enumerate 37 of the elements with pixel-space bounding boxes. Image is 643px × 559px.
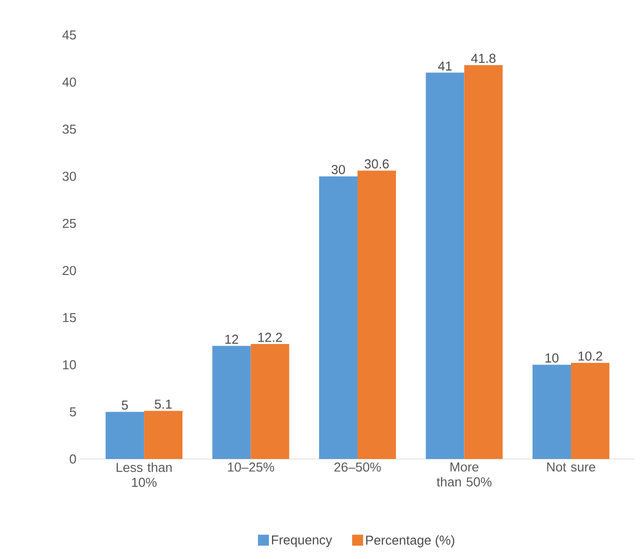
data-label: 10 (546, 353, 558, 363)
bar (532, 364, 571, 459)
bar (250, 344, 290, 459)
bar (570, 362, 610, 459)
bar (358, 170, 396, 459)
data-label: 5.1 (154, 400, 172, 409)
data-label: 12 (225, 334, 238, 344)
legend-label: Percentage (%) (366, 535, 454, 548)
x-tick-label: Less than 10% (116, 462, 172, 487)
y-tick-label: 35 (62, 124, 76, 134)
data-label: 10.2 (578, 352, 602, 361)
bar (426, 72, 464, 459)
y-tick-label: 5 (70, 407, 76, 416)
y-tick-label: 20 (62, 266, 76, 276)
legend-label: Frequency (272, 535, 332, 548)
bar (464, 65, 503, 459)
bar (144, 410, 182, 459)
data-label: 41 (438, 62, 452, 70)
x-tick-label: More than 50% (436, 462, 492, 486)
data-label: 12.2 (258, 332, 282, 342)
x-tick-label: 26–50% (334, 462, 381, 472)
data-label: 5 (122, 400, 128, 410)
data-label: 30 (332, 164, 345, 174)
data-label: 41.8 (471, 54, 496, 63)
y-tick-label: 30 (62, 172, 76, 181)
y-tick-label: 15 (63, 313, 76, 322)
bar (319, 176, 358, 459)
y-tick-label: 45 (62, 30, 76, 40)
x-tick-label: 10–25% (228, 462, 274, 472)
data-label: 30.6 (364, 159, 389, 168)
x-tick-label: Not sure (547, 462, 596, 472)
bar (106, 412, 144, 459)
bar (212, 346, 251, 459)
y-tick-label: 10 (63, 360, 76, 370)
y-tick-label: 0 (70, 454, 76, 464)
y-tick-label: 25 (62, 218, 76, 228)
y-tick-label: 40 (62, 78, 76, 87)
